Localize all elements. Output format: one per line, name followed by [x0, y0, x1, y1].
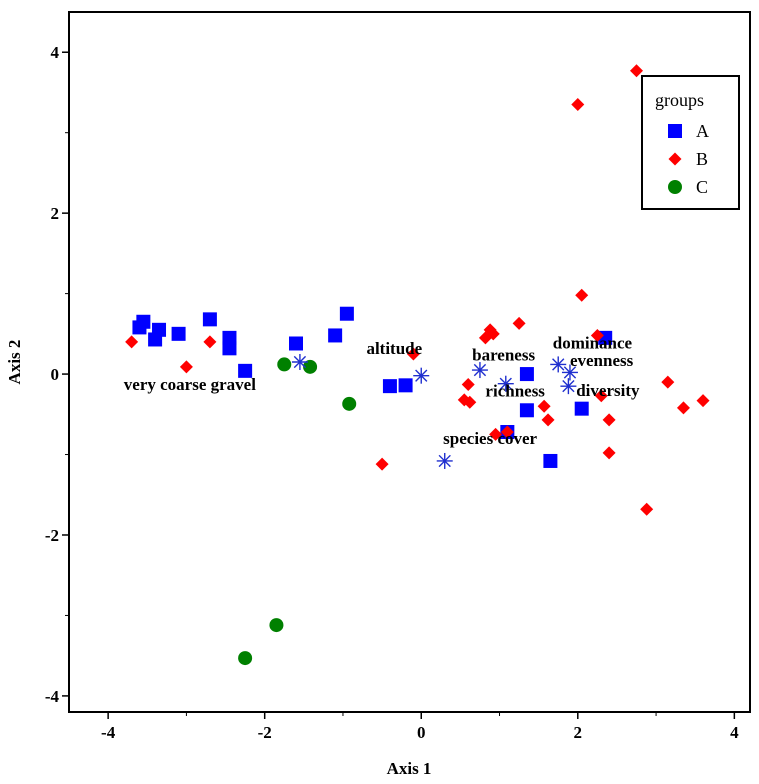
point-group-a [543, 453, 558, 468]
point-group-b [463, 395, 477, 409]
vector-label: very coarse gravel [124, 375, 256, 394]
point-group-b [676, 401, 690, 415]
point-group-b [375, 457, 389, 471]
y-tick-label: 2 [51, 204, 60, 223]
point-group-a [519, 403, 534, 418]
x-tick-label: 4 [730, 723, 739, 742]
point-group-a [289, 336, 303, 351]
x-tick-label: 2 [574, 723, 583, 742]
y-tick-label: 0 [51, 365, 60, 384]
legend-box [641, 75, 740, 210]
vector-markers: very coarse gravel altitude bareness richne… [124, 333, 640, 469]
point-group-a [574, 401, 589, 416]
point-group-a [519, 367, 534, 382]
axis-ticks: -4 -2 0 2 4 -4 -2 0 2 4 [45, 43, 739, 742]
point-group-b [594, 389, 608, 403]
vector-label: species cover [443, 429, 537, 448]
point-group-b [661, 375, 675, 389]
x-tick-label: -4 [101, 723, 116, 742]
point-group-b [590, 328, 604, 342]
legend-title: groups [655, 90, 704, 110]
point-group-b [571, 98, 585, 112]
legend-label: C [696, 177, 708, 197]
point-group-b [179, 360, 193, 374]
point-group-a [171, 326, 186, 341]
point-group-b [406, 347, 420, 361]
point-group-a [339, 306, 354, 321]
y-tick-label: -4 [45, 687, 60, 706]
point-group-a [202, 312, 217, 327]
point-group-a [148, 332, 163, 347]
y-axis-title: Axis 2 [5, 340, 24, 385]
point-group-b [602, 446, 616, 460]
data-points [125, 64, 710, 666]
point-group-a [398, 378, 413, 393]
vector-label: bareness [472, 345, 535, 364]
point-group-b [575, 288, 589, 302]
y-tick-label: 4 [51, 43, 60, 62]
vector-asterisk [471, 362, 488, 379]
vector-asterisk [550, 356, 567, 373]
point-group-a [222, 341, 237, 356]
point-group-b [630, 64, 643, 78]
vector-asterisk [436, 452, 453, 469]
point-group-b [489, 427, 503, 441]
vector-label: dominance [553, 333, 633, 352]
vector-label: diversity [576, 381, 640, 400]
point-group-b [500, 425, 514, 439]
x-tick-label: -2 [258, 723, 272, 742]
point-group-b [602, 413, 616, 427]
legend-items: ABC [668, 121, 709, 197]
point-group-a [136, 314, 151, 329]
point-group-c [238, 651, 253, 666]
point-group-c [342, 396, 357, 411]
vector-label: altitude [366, 339, 422, 358]
vector-asterisk [560, 378, 577, 395]
point-group-b [640, 502, 654, 516]
plot-frame [68, 11, 751, 713]
point-group-b [512, 316, 526, 330]
point-group-a [382, 379, 397, 394]
point-group-b [541, 413, 555, 427]
legend-marker-c [668, 180, 682, 194]
point-group-b [537, 399, 551, 413]
vector-asterisk [413, 367, 430, 384]
legend-label: A [696, 121, 709, 141]
vector-asterisk [497, 375, 514, 392]
point-group-a [238, 363, 253, 378]
legend-label: B [696, 149, 708, 169]
point-group-c [277, 357, 292, 372]
point-group-b [486, 327, 500, 341]
point-group-b [203, 335, 217, 349]
vector-asterisk [291, 354, 308, 370]
point-group-b [696, 394, 710, 408]
point-group-b [461, 378, 475, 392]
point-group-c [303, 359, 318, 374]
legend: groups ABC [641, 75, 740, 210]
vector-label: richness [485, 382, 545, 401]
legend-marker-b [668, 152, 682, 166]
y-tick-label: -2 [45, 526, 59, 545]
point-group-a [328, 328, 343, 343]
point-group-b [125, 335, 139, 349]
vector-label: evenness [570, 351, 634, 370]
x-axis-title: Axis 1 [387, 759, 432, 778]
x-tick-label: 0 [417, 723, 426, 742]
vector-asterisk [561, 364, 578, 381]
point-group-c [269, 618, 284, 633]
legend-marker-a [668, 124, 682, 138]
